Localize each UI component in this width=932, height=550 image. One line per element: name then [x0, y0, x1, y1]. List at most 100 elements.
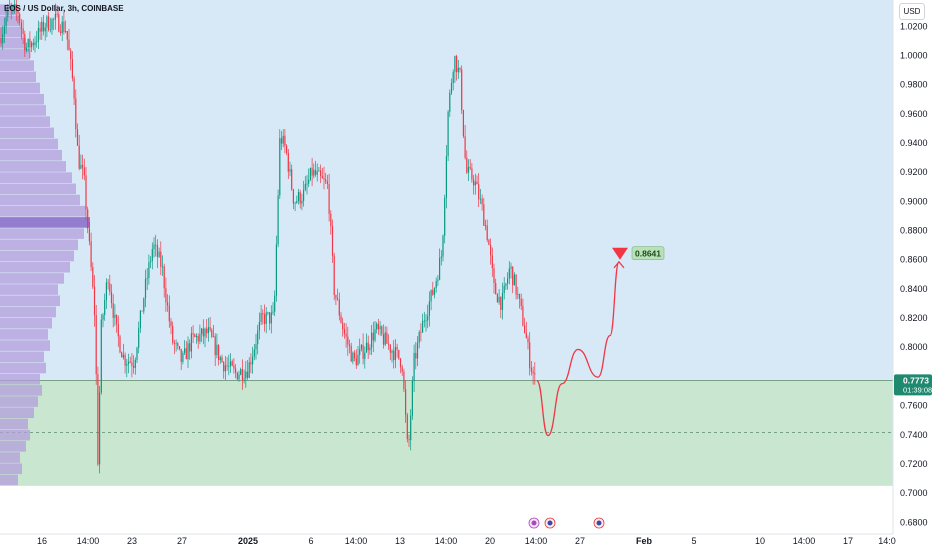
- candle-body: [314, 169, 317, 175]
- candle-body: [127, 361, 130, 365]
- candle-body: [512, 266, 514, 286]
- candle-body: [172, 326, 174, 343]
- candle-body: [22, 28, 24, 34]
- candle-body: [90, 241, 92, 268]
- candle-body: [161, 266, 164, 268]
- profile-bar: [0, 183, 76, 195]
- candle-body: [190, 333, 192, 352]
- candle-body: [456, 56, 458, 73]
- candle-body: [175, 343, 177, 345]
- candle-body: [503, 285, 505, 294]
- current-price-badge: [894, 374, 932, 396]
- candle-body: [408, 439, 410, 441]
- candle-body: [68, 39, 70, 51]
- candle-body: [500, 296, 502, 310]
- profile-bar: [0, 138, 58, 150]
- candle-body: [214, 336, 216, 356]
- candle-body: [231, 361, 233, 366]
- background-layer: [0, 0, 893, 486]
- candle-body: [252, 356, 254, 365]
- time-tick-label: 17: [843, 536, 853, 546]
- candle-body: [36, 41, 38, 43]
- profile-bar: [0, 93, 44, 105]
- profile-bar: [0, 373, 40, 385]
- candle-body: [275, 244, 277, 296]
- candle-body: [292, 189, 294, 204]
- candle-body: [112, 303, 114, 318]
- candle-body: [289, 169, 291, 172]
- candle-body: [27, 38, 29, 48]
- time-tick-label: 23: [127, 536, 137, 546]
- profile-bar: [0, 351, 44, 363]
- profile-bar: [0, 228, 84, 239]
- candle-body: [182, 352, 184, 362]
- time-tick-label: 20: [485, 536, 495, 546]
- candle-body: [116, 314, 118, 324]
- candle-body: [280, 138, 283, 144]
- candle-body: [3, 26, 5, 35]
- profile-bar: [0, 429, 30, 441]
- candle-body: [51, 19, 53, 30]
- candle-body: [464, 136, 466, 158]
- candle-body: [330, 213, 332, 227]
- candle-body: [34, 42, 36, 46]
- candle-body: [78, 145, 80, 169]
- currency-button[interactable]: USD: [899, 3, 925, 20]
- candle-body: [248, 362, 250, 378]
- profile-bar: [0, 205, 86, 217]
- candle-body: [437, 279, 439, 282]
- profile-bar: [0, 49, 30, 60]
- time-tick-label: 16: [37, 536, 47, 546]
- candle-body: [219, 357, 221, 361]
- profile-bar: [0, 385, 42, 396]
- candle-body: [457, 67, 459, 73]
- candle-body: [153, 244, 155, 250]
- candle-body: [197, 335, 199, 342]
- candle-body: [297, 192, 300, 201]
- projection-arrowhead: [613, 260, 625, 269]
- candle-body: [422, 320, 424, 333]
- candle-body: [204, 328, 206, 337]
- price-tick-label: 0.9400: [900, 138, 928, 148]
- candle-body: [201, 328, 203, 335]
- candle-body: [343, 329, 345, 334]
- candle-body: [328, 183, 330, 214]
- candle-body: [107, 282, 109, 284]
- profile-bar: [0, 452, 20, 463]
- profile-bar: [0, 239, 78, 251]
- candle-body: [138, 328, 140, 348]
- candle-body: [476, 181, 478, 185]
- candle-body: [467, 167, 470, 173]
- candle-body: [97, 374, 99, 465]
- candle-body: [357, 354, 359, 366]
- candle-body: [83, 167, 85, 176]
- candle-body: [372, 332, 374, 341]
- profile-bar: [0, 329, 48, 340]
- candle-body: [70, 50, 72, 60]
- candle-body: [415, 353, 417, 359]
- candle-body: [143, 298, 145, 312]
- candle-body: [391, 350, 393, 353]
- candle-body: [447, 111, 449, 157]
- candle-body: [381, 326, 383, 335]
- candle-body: [65, 31, 67, 32]
- candle-body: [384, 332, 386, 345]
- target-label: 0.8641: [635, 249, 661, 259]
- candle-body: [452, 71, 454, 84]
- candle-body: [246, 371, 249, 378]
- candle-body: [257, 330, 259, 345]
- candle-body: [199, 334, 201, 342]
- candle-body: [187, 343, 189, 360]
- candle-body: [433, 288, 436, 295]
- candle-body: [245, 371, 247, 379]
- candle-body: [156, 244, 158, 257]
- candle-body: [272, 311, 274, 313]
- price-tick-label: 0.8000: [900, 342, 928, 352]
- candle-body: [218, 344, 220, 361]
- candle-body: [284, 135, 286, 146]
- candle-body: [236, 372, 238, 380]
- candle-body: [411, 380, 413, 416]
- flash-icon: [528, 517, 540, 529]
- price-tick-label: 0.9200: [900, 167, 928, 177]
